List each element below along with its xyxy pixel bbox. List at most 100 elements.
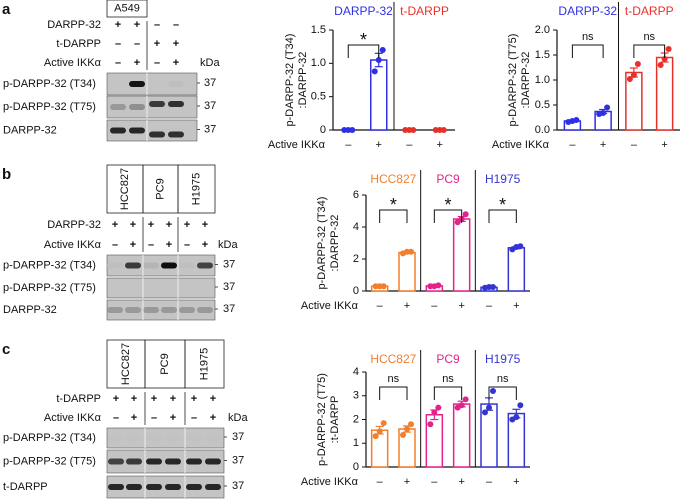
sign: – [191, 412, 197, 424]
x-tick-label: – [431, 300, 438, 312]
group-label: t-DARPP [625, 4, 674, 18]
blot-background [106, 72, 198, 96]
x-tick-label: – [631, 139, 638, 151]
sign: – [112, 239, 118, 251]
significance-bracket [488, 209, 517, 223]
data-point [435, 282, 442, 289]
blot-band [125, 307, 141, 313]
blot-band [179, 307, 195, 313]
row-label: t-DARPP [56, 393, 101, 405]
blot-band [126, 435, 142, 441]
x-tick-label: + [458, 300, 464, 312]
x-tick-label: + [437, 139, 443, 151]
row-label: Active IKKα [44, 412, 102, 424]
blot-band [197, 307, 213, 313]
y-tick-label: 1.0 [535, 74, 550, 86]
data-point [349, 127, 356, 133]
significance-label: ns [388, 373, 400, 385]
sign: – [154, 19, 160, 31]
sign: – [113, 412, 119, 424]
x-tick-label: + [513, 300, 519, 312]
x-tick-label: – [486, 476, 493, 488]
band-label: p-DARPP-32 (T75) [3, 455, 96, 467]
blot-band [186, 484, 202, 490]
blot-band [129, 81, 145, 87]
y-tick-label: 1.0 [311, 57, 326, 69]
blot-band [143, 307, 159, 313]
sign: + [173, 38, 179, 50]
y-tick-label: 0 [320, 124, 326, 136]
y-tick-label: 6 [353, 189, 359, 201]
group-label: PC9 [436, 172, 460, 186]
y-tick-label: 4 [353, 221, 359, 233]
sign: + [202, 219, 208, 231]
x-tick-label: + [404, 476, 410, 488]
y-tick-label: 1.5 [311, 24, 326, 36]
significance-bracket [379, 386, 408, 400]
band-label: p-DARPP-32 (T75) [3, 101, 96, 113]
sign: + [112, 219, 118, 231]
x-tick-label: – [345, 139, 352, 151]
data-point [513, 414, 520, 421]
sign: – [154, 57, 160, 69]
cell-line-label: HCC827 [119, 168, 131, 210]
x-tick-label: – [406, 139, 413, 151]
panel-letter: c [2, 341, 10, 358]
row-label: DARPP-32 [47, 219, 101, 231]
data-point [634, 61, 641, 67]
significance-label: ns [442, 373, 454, 385]
mw-label: 37 [204, 77, 216, 89]
data-point [410, 127, 417, 133]
blot-band [186, 435, 202, 441]
cell-line-box [106, 0, 148, 18]
sign: + [113, 393, 119, 405]
blot-band [129, 127, 145, 134]
y-axis-label: :t-DARPP [329, 396, 341, 444]
sign: + [115, 19, 121, 31]
data-point [626, 76, 633, 82]
blot-band [197, 262, 213, 269]
data-point [462, 396, 469, 403]
sign: + [148, 219, 154, 231]
y-axis-label: :DARPP-32 [520, 52, 532, 109]
group-label: DARPP-32 [334, 4, 393, 18]
blot-band [108, 435, 124, 441]
cell-line-label: HCC827 [120, 343, 132, 385]
data-point [604, 104, 611, 111]
band-label: p-DARPP-32 (T75) [3, 282, 96, 294]
significance-bracket [433, 209, 463, 223]
y-tick-label: 4 [353, 366, 359, 378]
bar [452, 403, 471, 468]
significance-label: * [499, 195, 506, 215]
sign: + [210, 412, 216, 424]
significance-label: ns [643, 31, 655, 43]
cell-line-box [177, 164, 216, 214]
y-tick-label: 0 [353, 285, 359, 297]
data-point [376, 428, 383, 435]
x-tick-label: + [376, 139, 382, 151]
band-label: DARPP-32 [3, 124, 57, 136]
mw-label: 37 [232, 431, 244, 443]
blot-band [146, 435, 162, 441]
data-point [375, 57, 382, 63]
data-point [600, 110, 607, 116]
blot-band [108, 484, 124, 490]
blot-band [165, 484, 181, 490]
data-point [462, 211, 469, 218]
y-tick-label: 0.5 [311, 91, 326, 103]
y-tick-label: 1.5 [535, 49, 550, 61]
sign: – [151, 412, 157, 424]
data-point [630, 72, 637, 78]
group-label: DARPP-32 [558, 4, 617, 18]
sign: + [154, 38, 160, 50]
data-point [665, 46, 672, 52]
bar [655, 56, 674, 131]
row-label: Active IKKα [44, 239, 102, 251]
x-axis-label: Active IKKα [268, 139, 326, 151]
data-point [408, 248, 414, 255]
x-tick-label: + [404, 300, 410, 312]
blot-background [106, 277, 216, 299]
data-point [490, 284, 496, 290]
blot-band [125, 262, 141, 269]
